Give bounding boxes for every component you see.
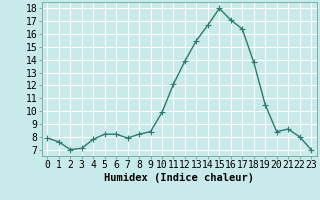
X-axis label: Humidex (Indice chaleur): Humidex (Indice chaleur) xyxy=(104,173,254,183)
